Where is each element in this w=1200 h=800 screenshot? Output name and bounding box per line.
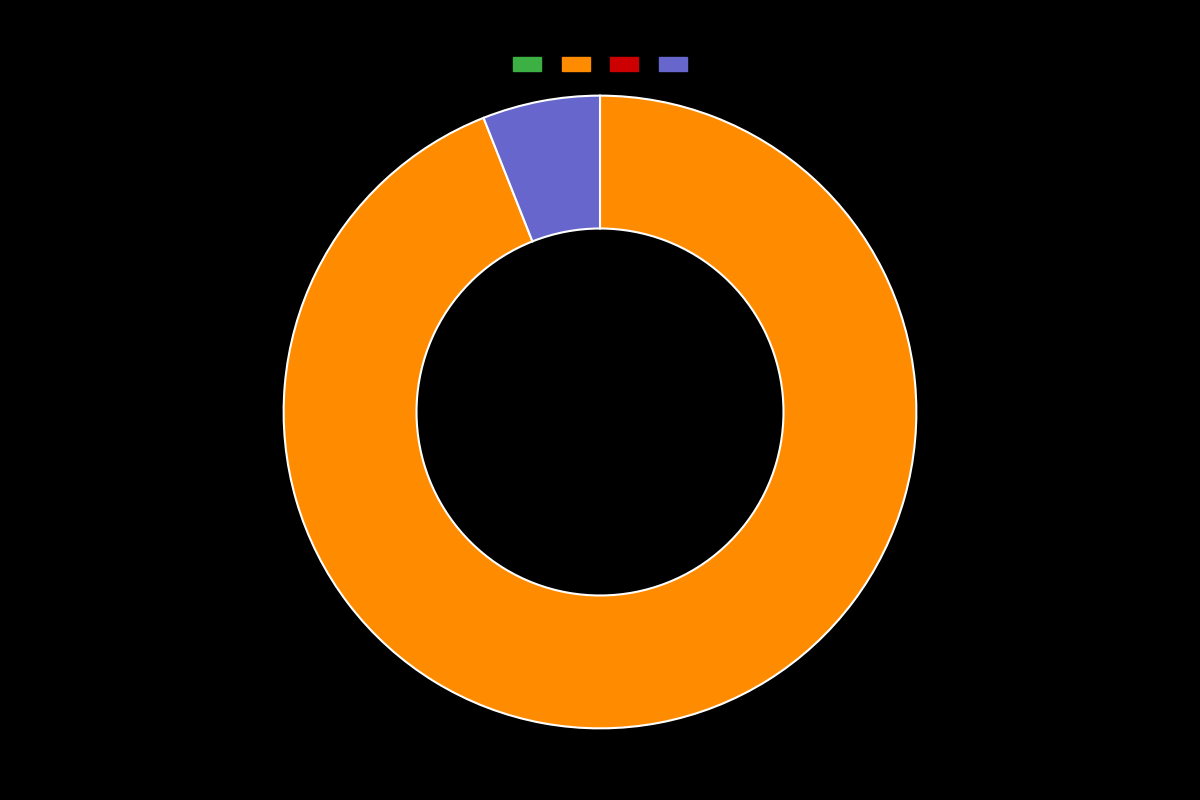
Wedge shape — [283, 96, 917, 728]
Wedge shape — [484, 96, 600, 242]
Legend: , , , : , , , — [514, 57, 686, 72]
